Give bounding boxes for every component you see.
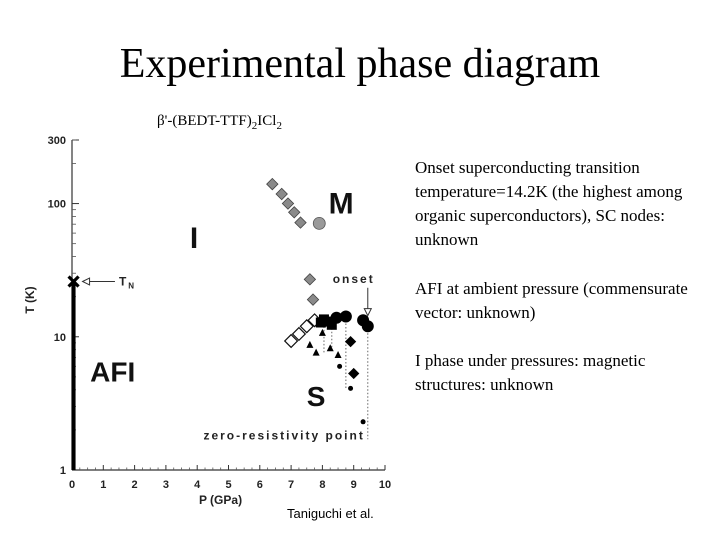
compound-sub-2: 2 [276,120,282,132]
tn-cross-marker [67,275,80,288]
x-tick-label: 8 [319,479,325,491]
tn-annotation-main: T [119,274,128,288]
open-diamond-point [291,326,307,342]
compound-sub-1: 2 [251,120,258,132]
tn-annotation: TN [119,274,136,290]
y-axis-label: T (K) [23,286,37,313]
compound-prefix: β'-(BEDT-TTF) [157,113,252,129]
slide-title: Experimental phase diagram [119,41,601,87]
note-onset-tc: Onset superconducting transition tempera… [415,158,683,249]
onset-annotation: onset [333,272,375,286]
open-diamond-point [299,319,314,334]
filled-circle-point [330,311,343,324]
gray-diamond-point [294,216,307,229]
y-tick-label: 1 [60,465,66,477]
compound-label: β'-(BEDT-TTF)2ICl2 [157,113,282,132]
note-i-phase: I phase under pressures: magnetic struct… [415,351,646,394]
x-tick-label: 2 [132,479,138,491]
filled-circle-point [339,310,352,323]
filled-circle-point [361,320,374,333]
small-dot-point [360,419,366,425]
y-tick-label: 100 [48,199,66,211]
gray-diamond-point [275,187,288,201]
filled-square-point [326,319,337,330]
region-label-m: M [329,188,354,221]
y-tick-label: 10 [54,332,66,344]
x-tick-label: 5 [225,479,231,491]
gray-diamond-point [281,197,295,210]
x-tick-label: 9 [351,479,357,491]
onset-arrow-head [363,308,373,317]
compound-mid: ICl [257,113,277,129]
x-tick-label: 6 [257,479,263,491]
filled-triangle-point [334,350,342,358]
x-tick-label: 1 [100,479,106,491]
x-tick-label: 3 [163,479,169,491]
gray-diamond-point [303,273,317,286]
gray-diamond-point [306,293,320,306]
zero-resistivity-annotation: zero-resistivity point [203,428,364,442]
small-dot-point [348,385,354,391]
gray-circle-point [312,216,326,230]
tn-arrow-head [81,277,91,286]
open-diamond-point [283,333,299,349]
region-label-afi: AFI [90,356,135,387]
x-tick-label: 7 [288,479,294,491]
x-tick-label: 4 [194,479,201,491]
note-afi: AFI at ambient pressure (commensurate ve… [415,279,688,322]
filled-triangle-point [312,348,320,356]
filled-diamond-point [344,335,357,348]
small-dot-point [337,363,343,369]
filled-triangle-point [318,328,326,336]
filled-triangle-point [326,344,334,352]
credit-text: Taniguchi et al. [287,506,374,521]
y-tick-label: 300 [48,135,66,147]
filled-triangle-point [306,340,314,348]
x-tick-label: 10 [379,479,391,491]
x-axis-label: P (GPa) [199,493,242,507]
gray-diamond-point [266,177,279,191]
filled-diamond-point [348,367,360,380]
region-label-i: I [190,222,198,255]
gray-diamond-point [288,206,301,219]
region-label-s: S [307,381,326,412]
tn-annotation-sub: N [128,281,136,290]
x-tick-label: 0 [69,479,75,491]
